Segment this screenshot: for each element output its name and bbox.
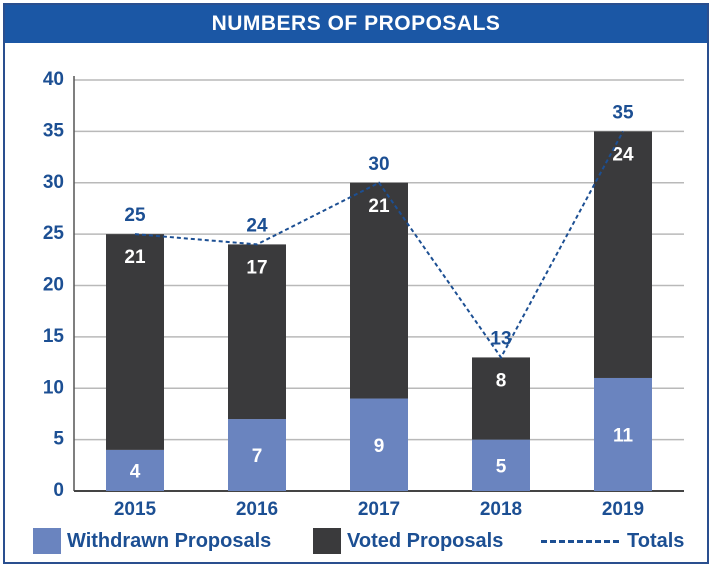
data-label-total: 30	[368, 154, 389, 175]
data-label-withdrawn: 9	[374, 436, 385, 457]
bar-voted	[472, 357, 530, 440]
y-tick-label: 5	[53, 429, 64, 450]
y-tick-label: 35	[43, 120, 65, 141]
x-tick-label: 2015	[114, 499, 157, 520]
y-tick-label: 20	[43, 275, 64, 296]
bar-voted	[594, 131, 652, 378]
legend-item-withdrawn: Withdrawn Proposals	[33, 524, 271, 558]
data-label-total: 35	[612, 102, 634, 123]
data-label-voted: 21	[124, 247, 146, 268]
y-tick-label: 25	[43, 223, 65, 244]
y-tick-label: 30	[43, 172, 64, 193]
x-tick-label: 2019	[602, 499, 644, 520]
chart-title: NUMBERS OF PROPOSALS	[5, 5, 707, 43]
data-label-withdrawn: 7	[252, 446, 263, 467]
legend-item-voted: Voted Proposals	[313, 524, 503, 558]
x-tick-label: 2018	[480, 499, 522, 520]
bar-withdrawn	[472, 439, 530, 491]
data-label-total: 13	[490, 328, 511, 349]
data-label-withdrawn: 5	[496, 456, 507, 477]
bar-voted	[350, 182, 408, 399]
chart-legend: Withdrawn Proposals Voted Proposals Tota…	[33, 524, 693, 558]
bar-voted	[106, 234, 164, 450]
x-tick-label: 2017	[358, 499, 400, 520]
legend-label-withdrawn: Withdrawn Proposals	[67, 529, 272, 552]
y-tick-label: 10	[43, 377, 64, 398]
data-label-total: 24	[246, 215, 268, 236]
bar-withdrawn	[594, 377, 652, 491]
bar-voted	[228, 244, 286, 420]
legend-label-voted: Voted Proposals	[347, 529, 504, 552]
data-label-voted: 21	[368, 196, 390, 217]
y-tick-label: 40	[43, 69, 64, 90]
y-tick-label: 15	[43, 326, 65, 347]
bar-withdrawn	[350, 398, 408, 491]
data-label-total: 25	[124, 205, 146, 226]
data-label-withdrawn: 11	[613, 426, 634, 447]
totals-line	[134, 130, 624, 360]
legend-dash-totals	[541, 539, 619, 543]
data-label-voted: 17	[246, 257, 267, 278]
x-tick-label: 2016	[236, 499, 278, 520]
legend-swatch-voted	[313, 528, 341, 554]
data-label-voted: 8	[496, 370, 507, 391]
legend-swatch-withdrawn	[33, 528, 61, 554]
bar-withdrawn	[228, 419, 286, 491]
legend-label-totals: Totals	[627, 529, 685, 552]
legend-item-totals: Totals	[541, 524, 684, 558]
data-label-voted: 24	[612, 144, 634, 165]
bar-withdrawn	[106, 449, 164, 491]
y-tick-label: 0	[53, 480, 64, 501]
data-label-withdrawn: 4	[130, 461, 141, 482]
